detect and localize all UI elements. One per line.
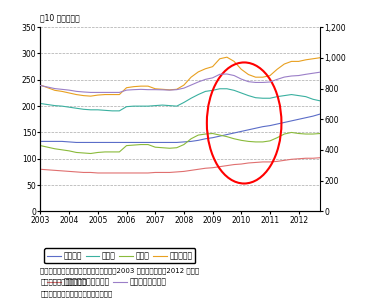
Text: （10 億ユーロ）: （10 億ユーロ）	[40, 14, 80, 23]
Text: 備考：商業銀行計には、大銀行を含む。2003 年第１四半期～2012 年第４: 備考：商業銀行計には、大銀行を含む。2003 年第１四半期～2012 年第４	[40, 267, 199, 274]
Legend: 信用協同組合グループ, ドイツ計（右軸）: 信用協同組合グループ, ドイツ計（右軸）	[44, 274, 170, 289]
Text: 四半期までの数値。: 四半期までの数値。	[40, 279, 87, 285]
Text: 資料：ドイツ中央銀行資料から作成。: 資料：ドイツ中央銀行資料から作成。	[40, 290, 113, 297]
